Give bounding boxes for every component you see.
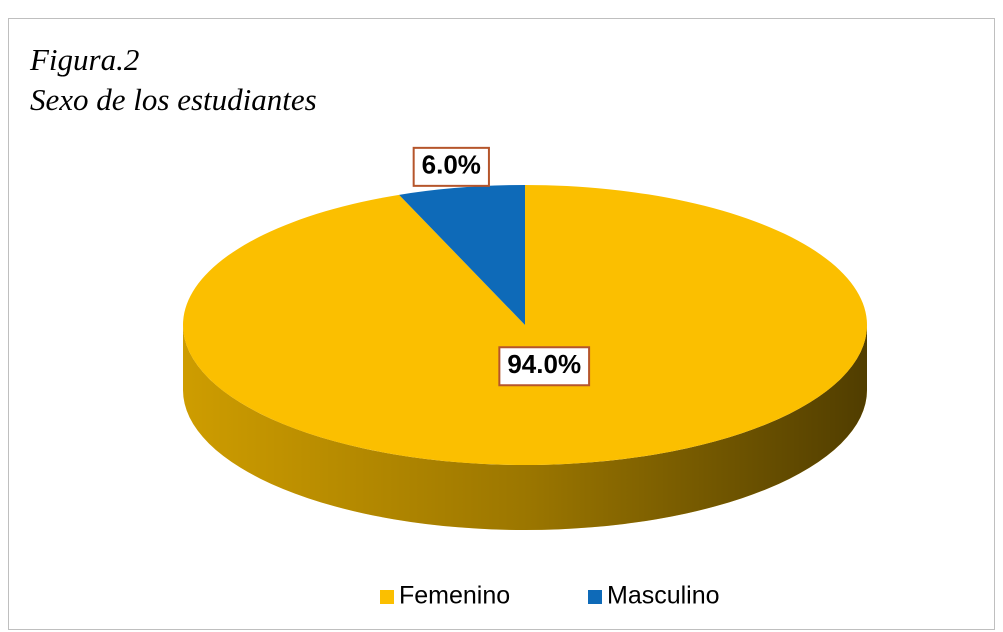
slice (399, 185, 525, 325)
data-label-box (412, 146, 490, 187)
legend-label: Femenino (399, 582, 510, 610)
legend-swatch (588, 590, 602, 604)
legend-label: Masculino (607, 582, 720, 610)
chart-subtitle: Sexo de los estudiantes (30, 82, 317, 117)
data-label-box (498, 346, 591, 387)
data-label-text: 94.0% (507, 349, 581, 379)
chart-title: Figura.2 (29, 42, 139, 77)
legend-swatch (380, 590, 394, 604)
data-label: 6.0% (412, 146, 490, 187)
data-label: 94.0% (498, 346, 591, 387)
slice (183, 185, 868, 465)
data-label-text: 6.0% (422, 150, 481, 180)
slice-side-shade (183, 325, 867, 530)
